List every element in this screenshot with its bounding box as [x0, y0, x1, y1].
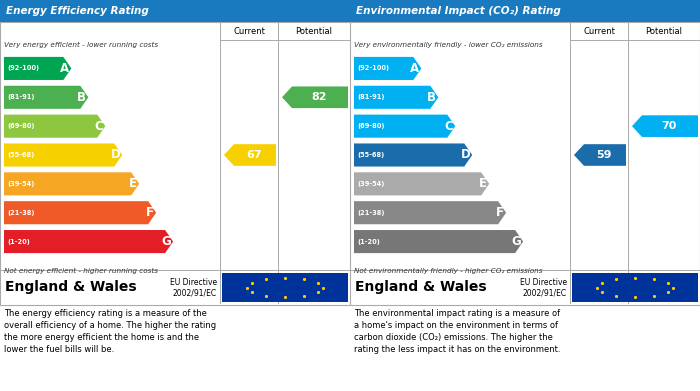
- Bar: [0, 0, 350, 22]
- Text: (81-91): (81-91): [7, 94, 34, 100]
- Text: (55-68): (55-68): [357, 152, 384, 158]
- Text: G: G: [162, 235, 171, 248]
- Text: Not energy efficient - higher running costs: Not energy efficient - higher running co…: [4, 268, 158, 274]
- Text: E: E: [480, 178, 487, 190]
- Text: (92-100): (92-100): [357, 65, 389, 72]
- Text: G: G: [512, 235, 521, 248]
- Text: EU Directive
2002/91/EC: EU Directive 2002/91/EC: [170, 278, 217, 297]
- Text: D: D: [111, 149, 120, 161]
- Bar: [350, 0, 700, 22]
- Text: Not environmentally friendly - higher CO₂ emissions: Not environmentally friendly - higher CO…: [354, 268, 542, 274]
- Text: B: B: [427, 91, 436, 104]
- Polygon shape: [354, 143, 472, 167]
- Text: (39-54): (39-54): [7, 181, 34, 187]
- Text: EU Directive
2002/91/EC: EU Directive 2002/91/EC: [520, 278, 567, 297]
- Text: England & Wales: England & Wales: [5, 280, 136, 294]
- Text: Current: Current: [583, 27, 615, 36]
- Text: A: A: [410, 62, 419, 75]
- Text: Very environmentally friendly - lower CO₂ emissions: Very environmentally friendly - lower CO…: [354, 42, 542, 48]
- Text: (21-38): (21-38): [7, 210, 34, 216]
- Text: B: B: [77, 91, 86, 104]
- Text: Current: Current: [233, 27, 265, 36]
- Polygon shape: [4, 201, 156, 224]
- Text: Energy Efficiency Rating: Energy Efficiency Rating: [6, 6, 148, 16]
- Text: The energy efficiency rating is a measure of the
overall efficiency of a home. T: The energy efficiency rating is a measur…: [4, 309, 216, 355]
- Polygon shape: [4, 172, 139, 196]
- Text: 82: 82: [312, 92, 327, 102]
- Polygon shape: [354, 201, 506, 224]
- Text: (81-91): (81-91): [357, 94, 384, 100]
- Polygon shape: [4, 115, 105, 138]
- Bar: [222, 273, 348, 302]
- Text: Potential: Potential: [295, 27, 332, 36]
- Text: C: C: [94, 120, 104, 133]
- Polygon shape: [354, 57, 421, 80]
- Text: (1-20): (1-20): [7, 239, 30, 245]
- Text: 67: 67: [246, 150, 262, 160]
- Text: England & Wales: England & Wales: [355, 280, 486, 294]
- Text: 70: 70: [662, 121, 677, 131]
- Text: F: F: [496, 206, 504, 219]
- Text: F: F: [146, 206, 154, 219]
- Polygon shape: [4, 230, 173, 253]
- Polygon shape: [4, 57, 71, 80]
- Polygon shape: [354, 115, 455, 138]
- Text: (69-80): (69-80): [7, 123, 34, 129]
- Text: D: D: [461, 149, 470, 161]
- Text: 59: 59: [596, 150, 612, 160]
- Text: The environmental impact rating is a measure of
a home's impact on the environme: The environmental impact rating is a mea…: [354, 309, 561, 355]
- Polygon shape: [354, 86, 438, 109]
- Text: C: C: [444, 120, 454, 133]
- Polygon shape: [4, 143, 122, 167]
- Text: (39-54): (39-54): [357, 181, 384, 187]
- Text: Potential: Potential: [645, 27, 682, 36]
- Text: (1-20): (1-20): [357, 239, 380, 245]
- Text: Very energy efficient - lower running costs: Very energy efficient - lower running co…: [4, 42, 158, 48]
- Text: (55-68): (55-68): [7, 152, 34, 158]
- Text: Environmental Impact (CO₂) Rating: Environmental Impact (CO₂) Rating: [356, 6, 561, 16]
- Polygon shape: [354, 172, 489, 196]
- Polygon shape: [354, 230, 523, 253]
- Polygon shape: [4, 86, 88, 109]
- Text: (92-100): (92-100): [7, 65, 39, 72]
- Text: E: E: [130, 178, 137, 190]
- Bar: [0, 22, 350, 305]
- Text: A: A: [60, 62, 69, 75]
- Text: (21-38): (21-38): [357, 210, 384, 216]
- Text: (69-80): (69-80): [357, 123, 384, 129]
- Bar: [572, 273, 698, 302]
- Polygon shape: [282, 86, 348, 108]
- Polygon shape: [632, 115, 698, 137]
- Polygon shape: [574, 144, 626, 166]
- Polygon shape: [224, 144, 276, 166]
- Bar: [350, 22, 700, 305]
